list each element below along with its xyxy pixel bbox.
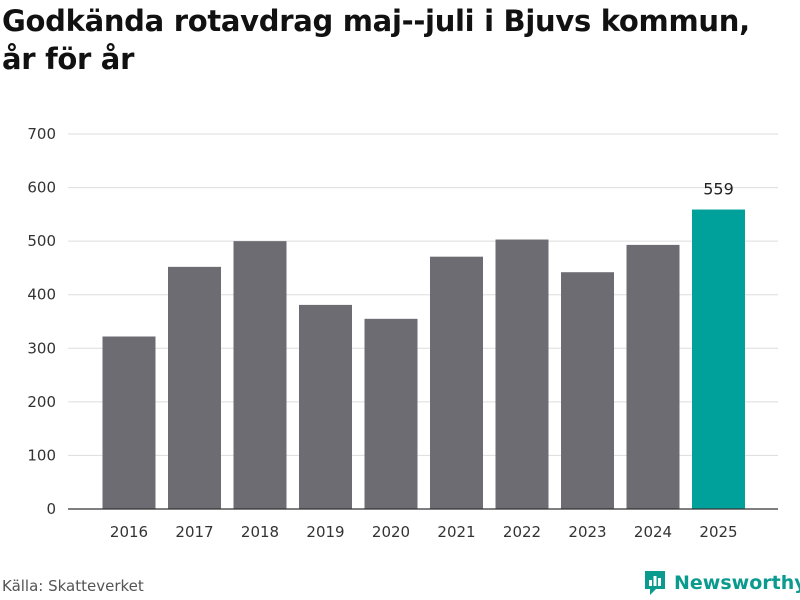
bar	[102, 336, 156, 509]
y-tick-label: 100	[27, 446, 56, 464]
y-tick-label: 700	[27, 125, 56, 143]
bar	[364, 318, 418, 509]
x-tick-label: 2016	[110, 523, 148, 541]
brand-name: Newsworthy	[674, 572, 800, 594]
x-tick-label: 2023	[568, 523, 606, 541]
x-tick-label: 2025	[699, 523, 737, 541]
bars	[102, 209, 745, 510]
y-axis-tick-labels: 0 100 200 300 400 500 600 700	[27, 125, 56, 518]
newsworthy-logo: Newsworthy	[644, 570, 800, 596]
x-tick-label: 2024	[634, 523, 672, 541]
bar	[692, 209, 745, 510]
x-tick-label: 2020	[372, 523, 410, 541]
bar	[561, 272, 614, 509]
bar	[233, 241, 287, 509]
y-tick-label: 200	[27, 393, 56, 411]
x-axis-tick-labels: 2016 2017 2018 2019 2020 2021 2022 2023 2024 2025	[68, 508, 778, 541]
x-tick-label: 2022	[503, 523, 541, 541]
y-tick-label: 0	[46, 500, 56, 518]
bar	[430, 256, 483, 509]
y-tick-label: 400	[27, 286, 56, 304]
bar	[168, 266, 221, 509]
source-note: Källa: Skatteverket	[2, 577, 144, 595]
bar	[495, 239, 549, 510]
bar	[299, 304, 352, 509]
y-tick-label: 500	[27, 232, 56, 250]
y-tick-label: 600	[27, 179, 56, 197]
x-tick-label: 2017	[175, 523, 213, 541]
newsworthy-logo-icon	[645, 571, 665, 595]
data-labels: 559	[703, 180, 734, 199]
bar	[626, 244, 680, 509]
x-tick-label: 2018	[241, 523, 279, 541]
x-tick-label: 2021	[437, 523, 475, 541]
y-tick-label: 300	[27, 339, 56, 357]
data-label: 559	[703, 180, 734, 199]
x-tick-label: 2019	[306, 523, 344, 541]
chart-title: Godkända rotavdrag maj--juli i Bjuvs kom…	[2, 4, 750, 76]
